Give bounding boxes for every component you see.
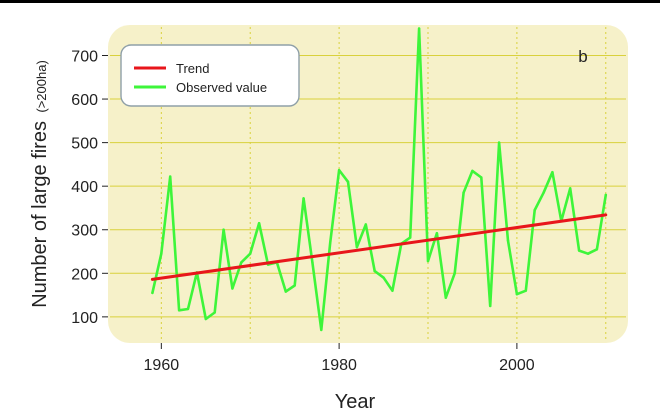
data-point-observed-value-1982 <box>355 245 359 249</box>
data-point-observed-value-1994 <box>462 191 465 194</box>
data-point-observed-value-1992 <box>444 296 447 299</box>
data-point-observed-value-1998 <box>497 141 501 144</box>
data-point-observed-value-1984 <box>373 269 376 273</box>
data-point-observed-value-2006 <box>569 187 572 190</box>
data-point-observed-value-1996 <box>480 176 483 179</box>
x-tick-label-1980: 1980 <box>321 357 357 374</box>
data-point-trend-1959 <box>151 278 154 281</box>
data-point-observed-value-1959 <box>151 291 154 295</box>
data-point-observed-value-1960 <box>160 252 163 255</box>
data-point-observed-value-2008 <box>586 252 590 255</box>
y-axis-title-main: Number of large fires <box>29 121 51 308</box>
legend-box <box>120 44 300 107</box>
data-point-observed-value-1968 <box>231 287 234 290</box>
data-point-observed-value-1974 <box>284 290 287 293</box>
data-point-observed-value-1993 <box>453 272 456 275</box>
data-point-observed-value-1961 <box>169 175 172 178</box>
data-point-observed-value-1997 <box>489 304 492 308</box>
y-tick-label-300: 300 <box>71 223 98 240</box>
top-border-line <box>0 0 660 3</box>
y-tick-label-400: 400 <box>71 179 98 196</box>
data-point-observed-value-2007 <box>577 249 581 252</box>
data-point-trend-2010 <box>604 213 607 217</box>
series-layer <box>150 27 608 332</box>
data-point-observed-value-1999 <box>506 239 510 242</box>
data-point-observed-value-1983 <box>364 223 367 226</box>
data-point-observed-value-2004 <box>551 171 554 174</box>
data-point-observed-value-2003 <box>542 191 545 194</box>
data-point-observed-value-1979 <box>329 241 332 245</box>
data-point-observed-value-2002 <box>533 208 536 212</box>
legend: Trend Observed value <box>120 44 300 107</box>
y-tick-label-700: 700 <box>71 48 98 65</box>
data-point-observed-value-2009 <box>595 248 599 251</box>
y-tick-label-200: 200 <box>71 266 98 283</box>
data-point-observed-value-1989 <box>417 27 421 30</box>
data-point-observed-value-1995 <box>471 169 474 173</box>
panel-label: b <box>578 47 587 66</box>
data-point-observed-value-1976 <box>302 197 305 200</box>
axes: 100 200 300 400 500 600 700 1960 1980 2000 <box>71 48 534 374</box>
data-point-observed-value-1977 <box>311 261 314 264</box>
y-axis-title: Number of large fires (>200ha) <box>29 60 51 308</box>
series-line-trend <box>150 213 608 281</box>
data-point-observed-value-1978 <box>320 328 323 332</box>
y-tick-label-500: 500 <box>71 136 98 153</box>
data-point-observed-value-1969 <box>240 261 243 264</box>
data-point-observed-value-1990 <box>426 259 430 263</box>
data-point-observed-value-1967 <box>222 228 225 231</box>
series-line-observed-value <box>151 27 608 332</box>
data-point-observed-value-1962 <box>177 309 181 312</box>
data-point-observed-value-1971 <box>257 222 261 225</box>
x-tick-label-2000: 2000 <box>499 357 535 374</box>
data-point-observed-value-1991 <box>435 232 439 235</box>
legend-label-trend: Trend <box>176 61 209 76</box>
data-point-observed-value-1965 <box>204 317 207 321</box>
y-tick-label-100: 100 <box>71 310 98 327</box>
x-axis-title: Year <box>335 391 376 413</box>
data-point-observed-value-1988 <box>409 236 412 239</box>
data-point-observed-value-1986 <box>391 289 394 292</box>
data-point-observed-value-2000 <box>515 293 519 296</box>
data-point-observed-value-1980 <box>337 168 341 172</box>
x-tick-label-1960: 1960 <box>144 357 180 374</box>
data-point-observed-value-1966 <box>213 311 216 314</box>
y-axis-title-unit: (>200ha) <box>34 60 49 112</box>
data-point-observed-value-2001 <box>524 289 527 292</box>
data-point-observed-value-1963 <box>186 307 190 311</box>
data-point-observed-value-1981 <box>346 180 350 184</box>
data-point-observed-value-1970 <box>249 252 252 255</box>
data-point-observed-value-1975 <box>293 284 296 287</box>
legend-label-observed: Observed value <box>176 80 267 95</box>
data-point-observed-value-1985 <box>382 276 385 279</box>
y-tick-label-600: 600 <box>71 92 98 109</box>
data-point-observed-value-2010 <box>604 193 607 197</box>
